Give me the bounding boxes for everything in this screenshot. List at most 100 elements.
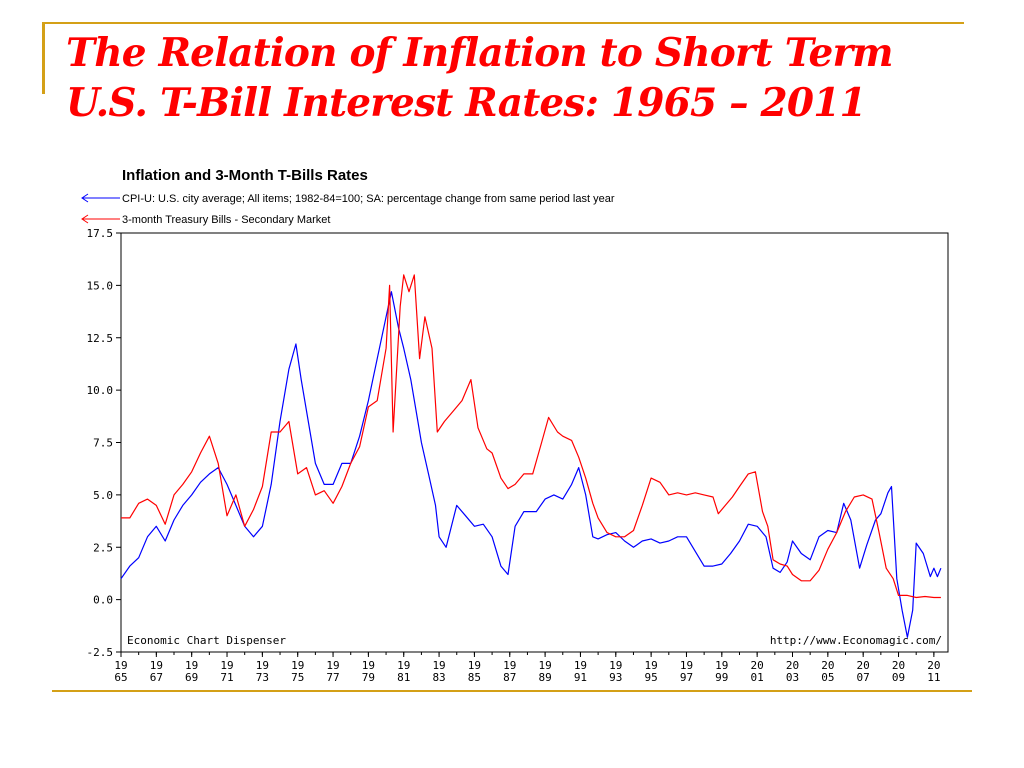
- x-tick-label-century: 19: [503, 659, 516, 672]
- x-tick-label-century: 19: [468, 659, 481, 672]
- x-tick-label-century: 19: [574, 659, 587, 672]
- x-tick-label-year: 71: [220, 671, 233, 684]
- plot-area: [120, 232, 949, 653]
- x-tick-label-century: 19: [432, 659, 445, 672]
- x-tick-label-year: 97: [680, 671, 693, 684]
- x-tick-label-year: 69: [185, 671, 198, 684]
- x-tick-label-year: 65: [114, 671, 127, 684]
- x-tick-label-century: 19: [150, 659, 163, 672]
- x-tick-label-year: 93: [609, 671, 622, 684]
- x-tick-label-century: 19: [538, 659, 551, 672]
- tbill-rate-line: [121, 274, 941, 599]
- series-layer: [120, 274, 942, 638]
- x-tick-label-century: 19: [680, 659, 693, 672]
- legend-arrowhead-cpi-icon: [81, 193, 89, 203]
- x-tick-label-century: 19: [220, 659, 233, 672]
- y-tick-label: 0.0: [93, 594, 113, 607]
- x-tick-label: 2011: [927, 659, 940, 684]
- legend-label-tbill: 3-month Treasury Bills - Secondary Marke…: [122, 214, 330, 226]
- x-tick-label-year: 77: [326, 671, 339, 684]
- y-tick-label: 12.5: [87, 332, 114, 345]
- x-tick-label-century: 20: [857, 659, 870, 672]
- legend-item-tbill: 3-month Treasury Bills - Secondary Marke…: [81, 214, 330, 226]
- x-tick-label-year: 99: [715, 671, 728, 684]
- slide-title-line-2: U.S. T-Bill Interest Rates: 1965 – 2011: [66, 80, 867, 126]
- x-tick-label-year: 03: [786, 671, 799, 684]
- x-axis: 1965196719691971197319751977197919811983…: [114, 652, 940, 684]
- slide-title: The Relation of Inflation to Short Term …: [66, 28, 966, 128]
- title-accent-vertical-line: [42, 22, 45, 94]
- x-tick-label-year: 85: [468, 671, 481, 684]
- x-tick-label-century: 19: [362, 659, 375, 672]
- x-tick-label-century: 19: [326, 659, 339, 672]
- x-tick-label-century: 20: [751, 659, 764, 672]
- x-tick-label-century: 19: [609, 659, 622, 672]
- y-tick-label: 7.5: [93, 437, 113, 450]
- x-tick-label-century: 19: [645, 659, 658, 672]
- x-tick-label-year: 91: [574, 671, 587, 684]
- x-tick-label-century: 20: [821, 659, 834, 672]
- x-tick-label-century: 20: [786, 659, 799, 672]
- y-tick-label: 10.0: [87, 384, 114, 397]
- x-tick-label-year: 05: [821, 671, 834, 684]
- x-tick-label-century: 19: [291, 659, 304, 672]
- x-tick-label-year: 09: [892, 671, 905, 684]
- x-tick-label-century: 20: [892, 659, 905, 672]
- source-label-left: Economic Chart Dispenser: [127, 634, 286, 647]
- x-tick-label-year: 87: [503, 671, 516, 684]
- x-tick-label-century: 20: [927, 659, 940, 672]
- y-axis: 17.5 15.0 12.5 10.0 7.5 5.0 2.5 0.0 -2.5: [87, 227, 121, 659]
- x-tick-label-century: 19: [256, 659, 269, 672]
- x-tick-label-year: 01: [751, 671, 764, 684]
- cpi-inflation-line: [120, 291, 942, 638]
- x-tick-label: 1965: [114, 659, 127, 684]
- x-tick-label-year: 79: [362, 671, 375, 684]
- footer-accent-line: [52, 690, 972, 692]
- x-tick-label-year: 75: [291, 671, 304, 684]
- x-tick-label-year: 81: [397, 671, 410, 684]
- x-tick-label-century: 19: [715, 659, 728, 672]
- y-tick-label: 2.5: [93, 541, 113, 554]
- slide-title-line-1: The Relation of Inflation to Short Term: [66, 30, 894, 76]
- legend: CPI-U: U.S. city average; All items; 198…: [81, 193, 615, 226]
- x-tick-label-year: 73: [256, 671, 269, 684]
- x-tick-label-year: 07: [857, 671, 870, 684]
- y-tick-label: 5.0: [93, 489, 113, 502]
- x-tick-label-year: 11: [927, 671, 940, 684]
- x-tick-label-century: 19: [185, 659, 198, 672]
- legend-item-cpi: CPI-U: U.S. city average; All items; 198…: [81, 193, 615, 205]
- y-tick-label: 15.0: [87, 279, 114, 292]
- y-tick-label: 17.5: [87, 227, 114, 240]
- x-tick-label-year: 83: [432, 671, 445, 684]
- x-tick-label-year: 95: [645, 671, 658, 684]
- title-accent-horizontal-line: [42, 22, 964, 24]
- x-tick-label-year: 89: [538, 671, 551, 684]
- legend-arrowhead-tbill-icon: [81, 214, 89, 224]
- source-label-right: http://www.Economagic.com/: [770, 634, 942, 647]
- chart-title: Inflation and 3-Month T-Bills Rates: [122, 167, 368, 184]
- x-tick-label-century: 19: [114, 659, 127, 672]
- x-tick-label-year: 67: [150, 671, 163, 684]
- y-tick-label: -2.5: [87, 646, 114, 659]
- x-tick-label-century: 19: [397, 659, 410, 672]
